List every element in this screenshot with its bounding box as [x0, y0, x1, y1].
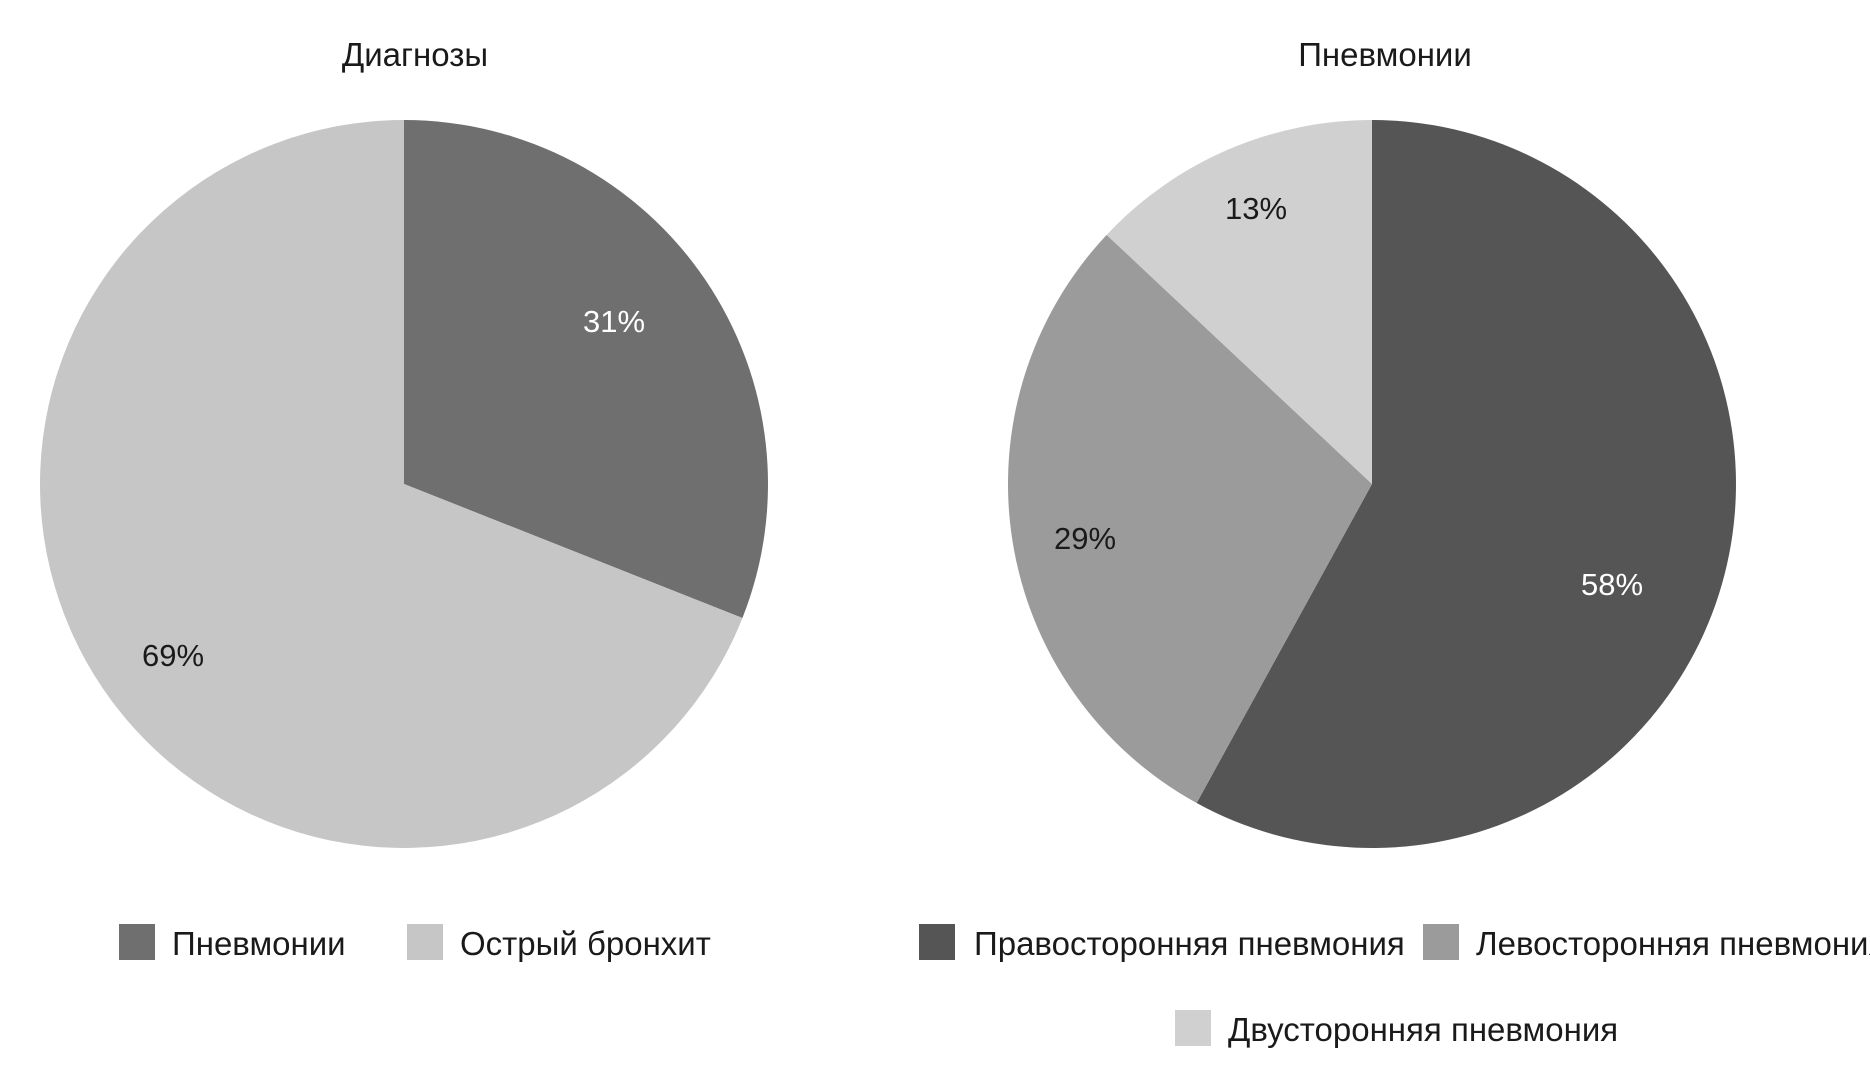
pie-slice-right-sided: [1196, 120, 1736, 849]
legend-swatch: [1175, 1010, 1211, 1046]
pie-chart-pneumonias: Пневмонии 58% 29% 13% Правосторонняя пне…: [919, 36, 1870, 1048]
legend-swatch: [919, 924, 955, 960]
pie-slice-pneumonia: [404, 120, 769, 618]
legend-swatch: [119, 924, 155, 960]
legend-item-bilateral: Двусторонняя пневмония: [1175, 1010, 1618, 1048]
legend-swatch: [1423, 924, 1459, 960]
legend: Правосторонняя пневмония Левосторонняя п…: [919, 924, 1870, 1048]
chart-title: Пневмонии: [1298, 36, 1472, 73]
pie-slice-left-sided: [1007, 234, 1372, 803]
data-label-acute-bronchitis: 69%: [142, 638, 204, 673]
legend-item-pneumonia: Пневмонии: [119, 924, 346, 962]
legend-swatch: [407, 924, 443, 960]
data-label-right-sided: 58%: [1581, 567, 1643, 602]
data-label-pneumonia: 31%: [583, 304, 645, 339]
pie-slices: [40, 120, 769, 848]
legend-item-left-sided: Левосторонняя пневмония: [1423, 924, 1870, 962]
legend-label: Левосторонняя пневмония: [1476, 925, 1870, 962]
pie-slices: [1007, 119, 1736, 849]
chart-title: Диагнозы: [342, 36, 488, 73]
pie-slice-bilateral: [1106, 119, 1372, 484]
legend: Пневмонии Острый бронхит: [119, 924, 711, 962]
legend-label: Острый бронхит: [460, 925, 711, 962]
data-label-left-sided: 29%: [1054, 521, 1116, 556]
legend-label: Двусторонняя пневмония: [1228, 1011, 1618, 1048]
pie-chart-diagnoses: Диагнозы 31% 69% Пневмонии Острый бронхи…: [40, 36, 769, 962]
legend-label: Правосторонняя пневмония: [974, 925, 1405, 962]
legend-item-right-sided: Правосторонняя пневмония: [919, 924, 1405, 962]
legend-label: Пневмонии: [172, 925, 346, 962]
data-label-bilateral: 13%: [1225, 191, 1287, 226]
pie-slice-acute-bronchitis: [40, 120, 743, 848]
legend-item-acute-bronchitis: Острый бронхит: [407, 924, 711, 962]
